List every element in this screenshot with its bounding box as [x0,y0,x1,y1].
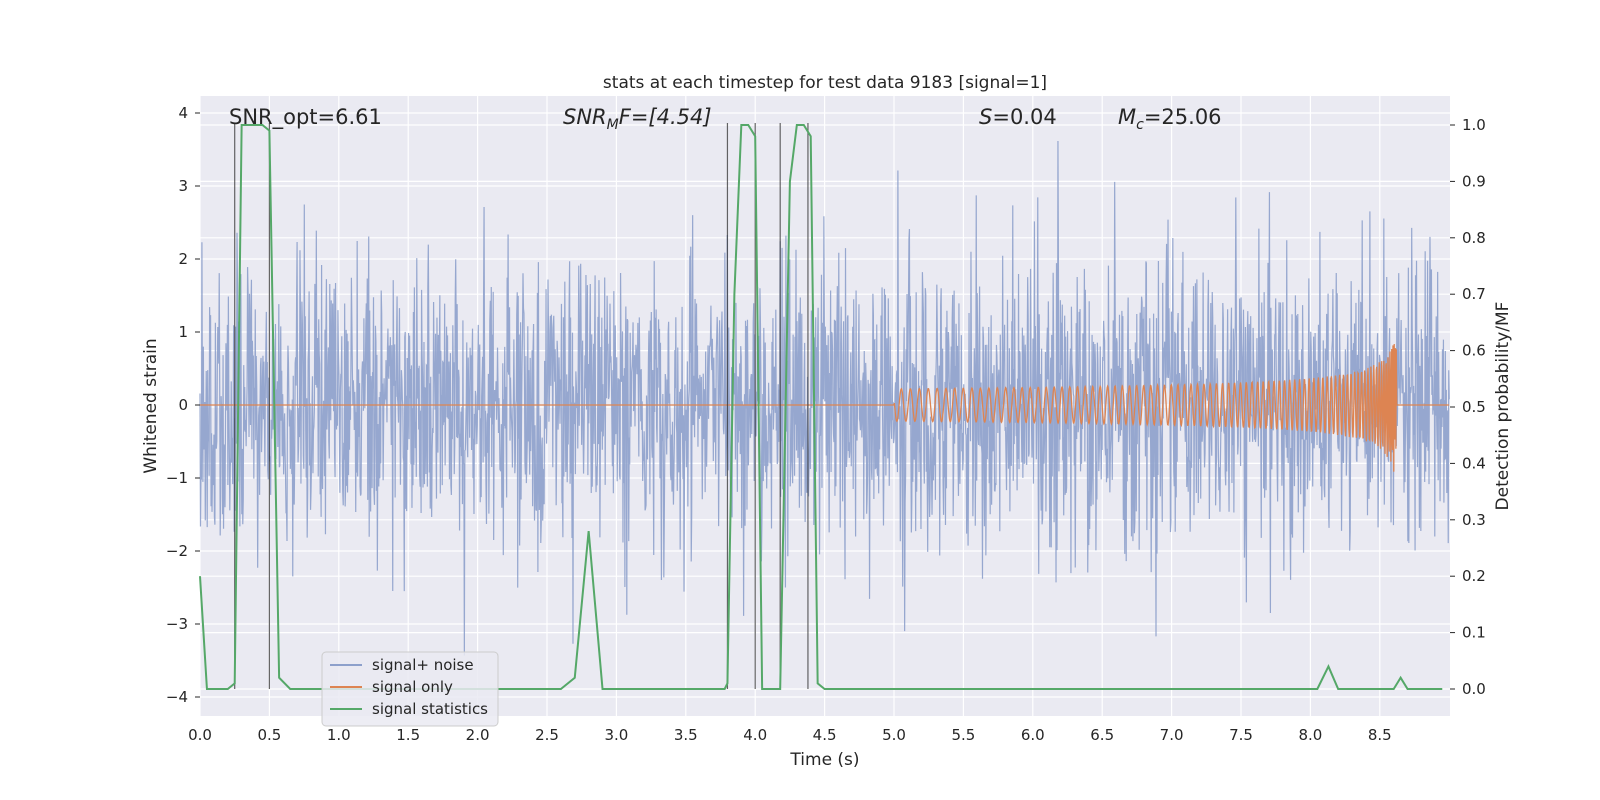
annotation-s: S=0.04 [979,105,1057,129]
signal-plus-noise-series [199,140,1450,656]
y2-axis-label: Detection probability/MF [1493,302,1513,511]
y-tick-label: 1 [178,323,188,341]
x-tick-labels: 0.0 0.5 1.0 1.5 2.0 2.5 3.0 3.5 4.0 4.5 5.0 5.5 6.0 6… [188,726,1392,744]
legend-box [321,651,499,727]
y2-tick-label: 1.0 [1462,116,1486,134]
y-tick-label: −2 [166,542,188,560]
x-tick-label: 0.0 [188,726,212,744]
x-tick-label: 7.0 [1160,726,1184,744]
y2-tick-label: 0.6 [1462,342,1486,360]
annotation-snr-mf-sub: M [607,117,619,133]
annotation-snr-opt: SNR_opt=6.61 [229,105,382,130]
annotation-s-var: S [979,105,992,129]
y-tick-label: 0 [178,396,188,414]
y2-tick-label: 0.4 [1462,454,1486,472]
x-tick-label: 3.5 [674,726,698,744]
signal-only-series [200,344,1450,472]
chart-title: stats at each timestep for test data 918… [603,73,1047,93]
x-axis-label: Time (s) [789,750,859,770]
annotation-mc-sub: c [1136,117,1144,133]
y-tick-label: −3 [166,615,188,633]
y-axis-label: Whitened strain [141,338,161,473]
noise-line [199,140,1450,656]
y2-tick-label: 0.2 [1462,567,1486,585]
y2-tick-label: 0.8 [1462,229,1486,247]
annotation-snr-mf: SNRMF=[4.54] [563,105,712,133]
x-tick-label: 7.5 [1229,726,1253,744]
x-tick-label: 4.5 [813,726,837,744]
annotation-mc-rest: =25.06 [1144,105,1222,129]
legend-label-signal: signal only [372,678,453,696]
y2-tick-label: 0.3 [1462,511,1486,529]
x-tick-label: 6.5 [1090,726,1114,744]
x-tick-label: 4.0 [743,726,767,744]
y-tick-label: 3 [178,177,188,195]
y-tick-label: −1 [166,469,188,487]
signal-statistics-line [199,124,1443,690]
y2-tick-label: 0.0 [1462,680,1486,698]
y2-tick-labels: 1.0 0.9 0.8 0.7 0.6 0.5 0.4 0.3 0.2 0.1 0.0 [195,112,1486,698]
annotation-snr-mf-rest: F=[4.54] [619,105,712,129]
x-tick-label: 5.5 [951,726,975,744]
detection-vlines [234,123,809,689]
legend-label-noise: signal+ noise [372,656,474,674]
signal-only-line [200,344,1450,472]
x-tick-label: 2.0 [466,726,490,744]
y-tick-label: −4 [166,688,188,706]
legend: signal+ noise signal only signal statist… [321,651,499,727]
y2-tick-label: 0.5 [1462,398,1486,416]
x-tick-label: 6.0 [1021,726,1045,744]
x-tick-label: 1.5 [396,726,420,744]
annotation-snr-mf-base: SNR [563,105,607,129]
x-tick-label: 0.5 [257,726,281,744]
y-tick-label: 2 [178,250,188,268]
y-tick-labels: 4 3 2 1 0 −1 −2 −3 −4 [166,104,188,706]
annotation-mc-var: M [1118,105,1136,129]
legend-label-stats: signal statistics [372,700,488,718]
y-tick-label: 4 [178,104,188,122]
x-tick-label: 2.5 [535,726,559,744]
x-tick-label: 1.0 [327,726,351,744]
x-tick-label: 8.0 [1298,726,1322,744]
x-tick-label: 8.5 [1368,726,1392,744]
annotation-s-rest: =0.04 [992,105,1056,129]
x-tick-label: 5.0 [882,726,906,744]
x-tick-label: 3.0 [604,726,628,744]
y2-tick-label: 0.1 [1462,624,1486,642]
signal-statistics-series [199,124,1443,690]
y2-tick-label: 0.9 [1462,172,1486,190]
annotation-mc: Mc=25.06 [1118,105,1222,133]
y2-tick-label: 0.7 [1462,285,1486,303]
